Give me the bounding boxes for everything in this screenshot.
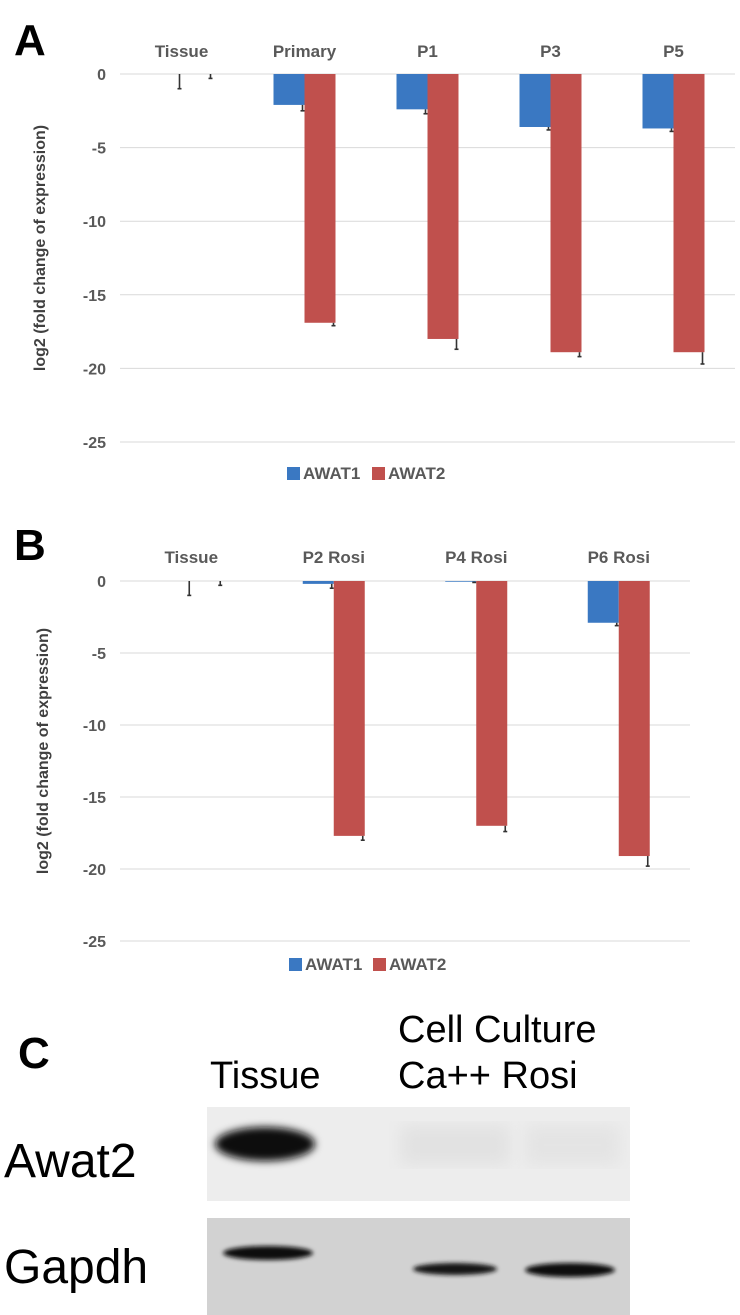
blot-band-awat2-tissue: [215, 1127, 315, 1161]
category-label-a-3: P3: [540, 42, 561, 61]
chart-panel-b: 0 -5 -10 -15 -20 -25 log2 (fold change of expr…: [35, 548, 690, 974]
y-tick-label-b-3: -15: [83, 790, 106, 807]
panel-b-letter: B: [14, 521, 46, 570]
y-tick-label-a-1: -5: [92, 141, 106, 158]
y-tick-label-a-0: 0: [97, 67, 106, 84]
y-axis-label-a: log2 (fold change of expression): [32, 125, 49, 371]
bar-a-awat2-1: [304, 74, 336, 323]
blot-strip-awat2: [207, 1107, 630, 1201]
bar-b-awat1-3: [587, 581, 619, 623]
legend-swatch-b-awat1: [289, 958, 302, 971]
bar-a-awat1-1: [273, 74, 305, 105]
western-blot-panel: Tissue Cell Culture Ca++ Rosi Awat2 Gapd…: [4, 1009, 630, 1315]
blot-header-culture-line1: Cell Culture: [398, 1009, 597, 1051]
legend-swatch-a-awat2: [372, 467, 385, 480]
legend-label-a-awat2: AWAT2: [388, 464, 445, 483]
category-label-a-4: P5: [663, 42, 684, 61]
y-tick-label-a-5: -25: [83, 435, 106, 452]
bar-b-awat2-2: [476, 581, 508, 826]
panel-a-letter: A: [14, 16, 46, 65]
legend-swatch-a-awat1: [287, 467, 300, 480]
y-tick-label-b-1: -5: [92, 646, 106, 663]
blot-strip-gapdh: [207, 1218, 630, 1315]
blot-row-label-awat2: Awat2: [4, 1135, 137, 1188]
y-tick-label-b-5: -25: [83, 934, 106, 951]
category-label-b-3: P6 Rosi: [588, 548, 650, 567]
legend-label-a-awat1: AWAT1: [303, 464, 360, 483]
legend-label-b-awat2: AWAT2: [389, 955, 446, 974]
bar-b-awat2-1: [333, 581, 365, 836]
category-label-a-2: P1: [417, 42, 438, 61]
y-tick-label-a-2: -10: [83, 214, 106, 231]
bar-a-awat1-2: [396, 74, 428, 110]
legend-swatch-b-awat2: [373, 958, 386, 971]
bar-a-awat2-4: [673, 74, 705, 353]
category-label-a-1: Primary: [273, 42, 337, 61]
bar-b-awat1-2: [445, 581, 477, 582]
y-tick-label-b-0: 0: [97, 574, 106, 591]
bar-b-awat1-1: [302, 581, 334, 584]
y-tick-label-b-2: -10: [83, 718, 106, 735]
blot-header-culture-line2: Ca++ Rosi: [398, 1055, 578, 1097]
blot-band-gapdh-lane3: [525, 1263, 615, 1277]
blot-row-label-gapdh: Gapdh: [4, 1241, 148, 1294]
y-tick-label-a-3: -15: [83, 288, 106, 305]
y-axis-label-b: log2 (fold change of expression): [35, 628, 52, 874]
bar-a-awat1-4: [642, 74, 674, 129]
category-label-b-0: Tissue: [164, 548, 218, 567]
blot-header-tissue: Tissue: [210, 1055, 321, 1097]
panel-c-letter: C: [18, 1029, 50, 1078]
chart-panel-a: 0 -5 -10 -15 -20 -25 log2 (fold change of expr…: [32, 42, 735, 483]
category-label-b-2: P4 Rosi: [445, 548, 507, 567]
category-label-b-1: P2 Rosi: [303, 548, 365, 567]
y-tick-label-a-4: -20: [83, 361, 106, 378]
y-tick-label-b-4: -20: [83, 862, 106, 879]
bar-a-awat2-2: [427, 74, 459, 339]
bar-b-awat2-3: [618, 581, 650, 857]
legend-label-b-awat1: AWAT1: [305, 955, 362, 974]
blot-band-gapdh-lane2: [413, 1263, 497, 1275]
blot-band-gapdh-tissue: [223, 1246, 313, 1260]
category-label-a-0: Tissue: [155, 42, 209, 61]
bar-a-awat2-3: [550, 74, 582, 353]
bar-a-awat1-3: [519, 74, 551, 127]
